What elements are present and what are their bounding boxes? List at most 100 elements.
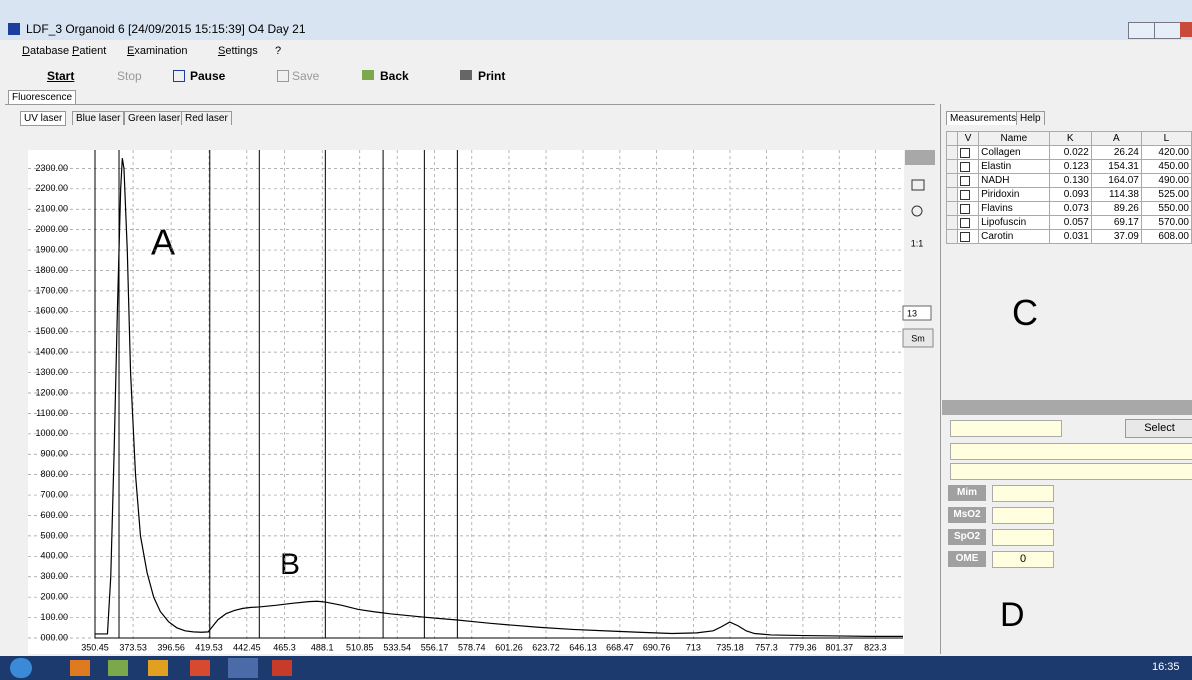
y-tick-label: 200.00 <box>40 592 68 602</box>
task-icon[interactable] <box>108 660 128 676</box>
input[interactable] <box>950 420 1062 437</box>
x-tick-label: 713 <box>686 642 701 652</box>
pause-button[interactable]: Pause <box>190 69 226 83</box>
y-tick-label: 1400.00 <box>35 347 68 357</box>
x-tick-label: 690.76 <box>643 642 671 652</box>
task-icon[interactable] <box>190 660 210 676</box>
app-icon <box>8 23 20 35</box>
smooth-button[interactable] <box>902 328 934 348</box>
number-cell: 550.00 <box>1140 201 1192 216</box>
menu-item[interactable]: Examination <box>127 45 188 57</box>
minimize[interactable] <box>1128 22 1155 39</box>
maximize[interactable] <box>1154 22 1181 39</box>
checkbox-cell <box>956 187 980 202</box>
row-indicator <box>946 201 958 216</box>
x-tick-label: 757.3 <box>755 642 778 652</box>
menu-item[interactable]: ? <box>275 45 282 57</box>
x-tick-label: 350.45 <box>81 642 109 652</box>
checkbox-cell <box>956 201 980 216</box>
task-icon[interactable] <box>148 660 168 676</box>
task-icon[interactable] <box>272 660 292 676</box>
save-button[interactable]: Save <box>292 69 320 83</box>
name-cell: Elastin <box>978 159 1050 174</box>
number-cell: 164.07 <box>1090 173 1142 188</box>
menu-item[interactable]: Settings <box>218 45 258 57</box>
close[interactable] <box>1180 22 1192 37</box>
checkbox[interactable] <box>960 189 970 200</box>
smooth-label: Sm <box>911 333 925 343</box>
back-icon <box>362 70 374 80</box>
y-tick-label: 1900.00 <box>35 244 68 254</box>
clock: 16:35 <box>1152 661 1180 673</box>
panel-tab[interactable]: Help <box>1016 111 1045 125</box>
spectrum-line <box>95 158 903 637</box>
table-row: Collagen 0.022 26.24 420.00 <box>946 145 1192 160</box>
checkbox[interactable] <box>960 231 970 242</box>
param-value <box>992 529 1054 546</box>
laser-tab[interactable]: Red laser <box>181 111 232 125</box>
number-cell: 570.00 <box>1140 215 1192 230</box>
task-icon[interactable] <box>70 660 90 676</box>
checkbox[interactable] <box>960 203 970 214</box>
y-tick-label: 1100.00 <box>36 408 68 418</box>
menu-item[interactable]: Database <box>22 45 70 57</box>
back-button[interactable]: Back <box>380 69 409 83</box>
table-row: Flavins 0.073 89.26 550.00 <box>946 201 1192 216</box>
x-tick-label: 396.56 <box>157 642 185 652</box>
checkbox[interactable] <box>960 147 970 158</box>
checkbox[interactable] <box>960 175 970 186</box>
y-tick-label: 2000.00 <box>35 224 68 234</box>
y-tick-label: 000.00 <box>40 632 68 642</box>
zoom-reset[interactable]: 1:1 <box>911 238 924 248</box>
param-label: Mim <box>948 485 986 501</box>
number-cell: 0.022 <box>1048 145 1092 160</box>
name-cell: Lipofuscin <box>978 215 1050 230</box>
zoom-icon[interactable] <box>911 205 923 217</box>
x-tick-label: 735.18 <box>716 642 744 652</box>
x-tick-label: 823.3 <box>864 642 887 652</box>
input[interactable] <box>950 463 1192 480</box>
laser-tab[interactable]: Blue laser <box>72 111 125 125</box>
smooth-select[interactable] <box>902 305 932 321</box>
y-tick-label: 400.00 <box>40 551 68 561</box>
x-tick-label: 465.3 <box>273 642 296 652</box>
task-icon[interactable] <box>228 658 258 678</box>
row-indicator <box>946 159 958 174</box>
checkbox[interactable] <box>960 217 970 228</box>
select-button[interactable]: Select <box>1125 419 1192 438</box>
number-cell: 0.123 <box>1048 159 1092 174</box>
number-cell: 450.00 <box>1140 159 1192 174</box>
name-cell: Carotin <box>978 229 1050 244</box>
print-button[interactable]: Print <box>478 69 506 83</box>
menu-item[interactable]: Patient <box>72 45 107 57</box>
save-icon <box>277 70 289 82</box>
print-icon <box>460 70 472 80</box>
chart: 1:1 13 Sm A B 000.00100.00200.00300.0040… <box>28 150 935 654</box>
x-tick-label: 578.74 <box>458 642 486 652</box>
header-cell: K <box>1048 131 1092 146</box>
checkbox[interactable] <box>960 161 970 172</box>
laser-tab[interactable]: UV laser <box>20 111 67 126</box>
param-label: OME <box>948 551 986 567</box>
copy-icon[interactable] <box>911 179 925 191</box>
y-tick-label: 2100.00 <box>35 204 68 214</box>
y-tick-label: 300.00 <box>40 571 68 581</box>
panel-tab[interactable]: Measurements <box>946 111 1021 125</box>
y-tick-label: 1600.00 <box>35 306 68 316</box>
x-tick-label: 442.45 <box>233 642 261 652</box>
main-tab[interactable]: Fluorescence <box>8 90 77 104</box>
input[interactable] <box>950 443 1192 460</box>
y-tick-label: 100.00 <box>40 612 68 622</box>
table-row: Lipofuscin 0.057 69.17 570.00 <box>946 215 1192 230</box>
stop-button[interactable]: Stop <box>117 69 142 83</box>
checkbox-cell <box>956 145 980 160</box>
header-cell: A <box>1090 131 1142 146</box>
start-button[interactable]: Start <box>47 69 75 83</box>
y-tick-label: 2200.00 <box>35 183 68 193</box>
checkbox-cell <box>956 173 980 188</box>
name-cell: Flavins <box>978 201 1050 216</box>
start-orb[interactable] <box>10 658 32 678</box>
x-tick-label: 779.36 <box>789 642 817 652</box>
header-cell: V <box>956 131 980 146</box>
plot-background <box>28 150 904 654</box>
